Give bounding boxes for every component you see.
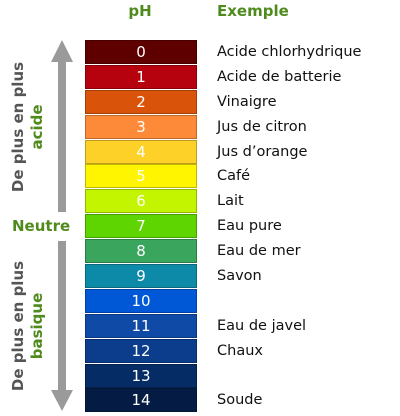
example-item-7: Eau pure xyxy=(217,218,282,235)
example-item-14: Soude xyxy=(217,392,263,409)
example-item-2: Vinaigre xyxy=(217,93,277,110)
example-item-13 xyxy=(217,364,361,389)
example-item-11: Eau de javel xyxy=(217,317,307,334)
arrow-down-icon xyxy=(51,241,73,411)
ph-cell-4: 4 xyxy=(85,139,197,164)
ph-cell-8: 8 xyxy=(85,239,197,264)
example-item-8: Eau de mer xyxy=(217,243,301,260)
basic-label-line1: De plus en plus xyxy=(9,260,27,392)
example-list: Acide chlorhydrique Acide de batterie Vina… xyxy=(217,40,361,413)
basic-label: De plus en plus basique xyxy=(9,260,47,392)
arrow-up-icon xyxy=(51,40,73,212)
acid-label-line1: De plus en plus xyxy=(9,61,27,193)
ph-cell-0: 0 xyxy=(85,40,197,64)
ph-cell-6: 6 xyxy=(85,189,197,214)
example-item-6: Lait xyxy=(217,193,244,210)
ph-scale: 0 1 2 3 4 5 6 7 8 9 10 11 12 13 14 xyxy=(85,40,197,413)
example-item-12: Chaux xyxy=(217,342,263,359)
ph-cell-10: 10 xyxy=(85,288,197,313)
ph-cell-3: 3 xyxy=(85,114,197,139)
example-item-4: Jus d’orange xyxy=(217,143,308,160)
example-item-10 xyxy=(217,289,361,314)
example-header: Exemple xyxy=(217,2,289,20)
ph-cell-14: 14 xyxy=(85,388,197,413)
ph-cell-7: 7 xyxy=(85,214,197,239)
ph-cell-11: 11 xyxy=(85,313,197,338)
example-item-5: Café xyxy=(217,168,251,185)
ph-cell-1: 1 xyxy=(85,64,197,89)
example-item-0: Acide chlorhydrique xyxy=(217,44,362,60)
acid-label-line2: acide xyxy=(28,104,46,150)
example-item-1: Acide de batterie xyxy=(217,68,342,85)
example-item-9: Savon xyxy=(217,268,262,285)
ph-cell-2: 2 xyxy=(85,89,197,114)
example-item-3: Jus de citron xyxy=(217,118,307,135)
acid-label: De plus en plus acide xyxy=(9,61,47,193)
neutral-label: Neutre xyxy=(12,217,71,235)
ph-cell-12: 12 xyxy=(85,338,197,363)
ph-header: pH xyxy=(128,2,152,20)
ph-cell-5: 5 xyxy=(85,164,197,189)
basic-label-line2: basique xyxy=(28,292,46,360)
ph-cell-13: 13 xyxy=(85,363,197,388)
ph-cell-9: 9 xyxy=(85,264,197,289)
